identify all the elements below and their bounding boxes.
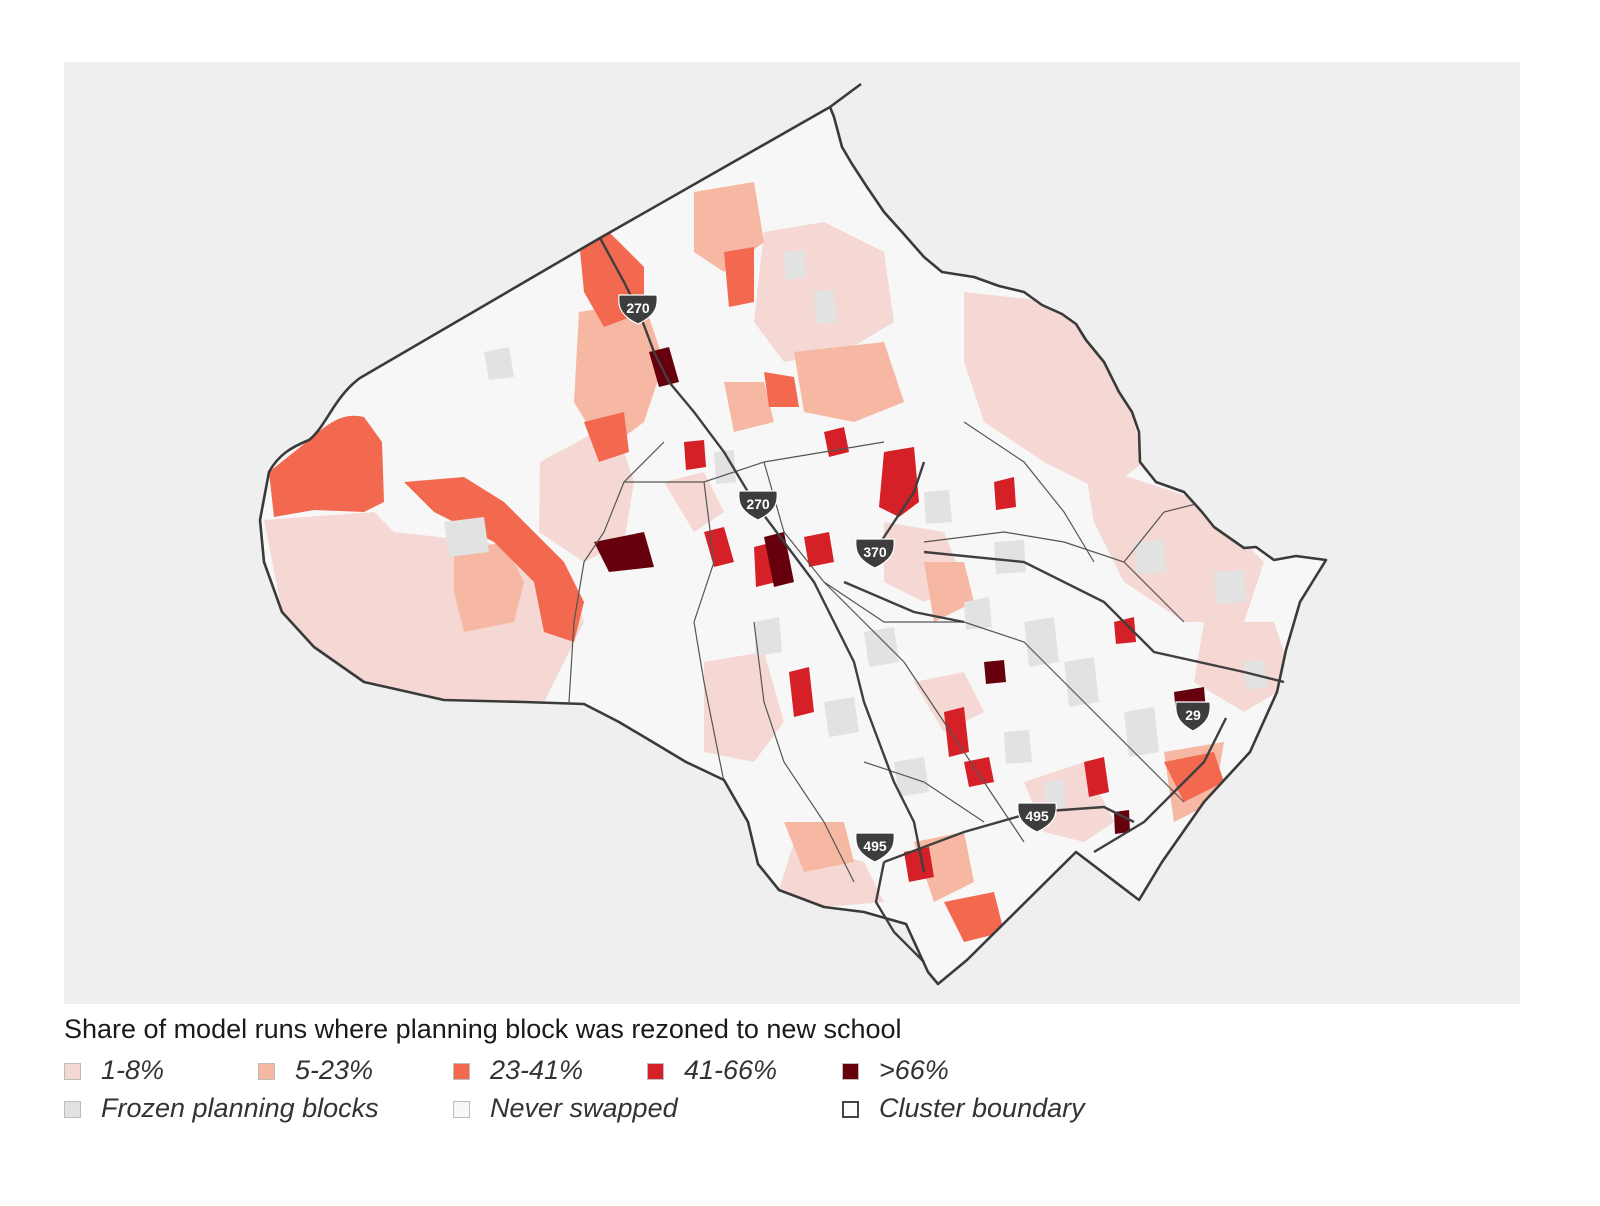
legend-label-1-8: 1-8%: [101, 1055, 165, 1085]
highway-shield-270-north: 270: [618, 294, 658, 325]
legend-swatch-frozen: [64, 1101, 81, 1118]
svg-text:495: 495: [1025, 808, 1049, 824]
legend-label-23-41: 23-41%: [490, 1055, 584, 1085]
legend-swatch-cluster-boundary: [842, 1101, 859, 1118]
legend-swatch-23-41: [453, 1063, 470, 1080]
legend-title: Share of model runs where planning block…: [64, 1014, 902, 1044]
county-outline: [258, 82, 1328, 986]
cluster-boundaries: [568, 421, 1205, 883]
svg-text:270: 270: [746, 496, 770, 512]
svg-text:29: 29: [1185, 707, 1201, 723]
legend-label-over-66: >66%: [879, 1055, 949, 1085]
county-shape: [260, 84, 1326, 984]
legend-label-5-23: 5-23%: [295, 1055, 374, 1085]
planning-blocks: [264, 182, 1294, 942]
legend-swatch-5-23: [258, 1063, 275, 1080]
legend-swatch-over-66: [842, 1063, 859, 1080]
svg-text:370: 370: [863, 544, 887, 560]
map-frame: 270 270 370 29 495 495: [64, 62, 1520, 1004]
highways: [598, 237, 1285, 963]
highway-shield-270-south: 270: [738, 490, 778, 521]
svg-text:270: 270: [626, 300, 650, 316]
legend-label-never-swapped: Never swapped: [490, 1093, 678, 1123]
legend-label-cluster-boundary: Cluster boundary: [879, 1093, 1085, 1123]
highway-shield-29: 29: [1175, 701, 1211, 732]
county-map: 270 270 370 29 495 495: [258, 82, 1328, 986]
legend-label-41-66: 41-66%: [684, 1055, 778, 1085]
highway-shield-495-east: 495: [1017, 802, 1057, 833]
legend-swatch-1-8: [64, 1063, 81, 1080]
legend-swatch-never-swapped: [453, 1101, 470, 1118]
legend-label-frozen: Frozen planning blocks: [101, 1093, 379, 1123]
highway-shield-370: 370: [855, 538, 895, 569]
svg-text:495: 495: [863, 838, 887, 854]
legend-swatch-41-66: [647, 1063, 664, 1080]
highway-shield-495-west: 495: [855, 832, 895, 863]
